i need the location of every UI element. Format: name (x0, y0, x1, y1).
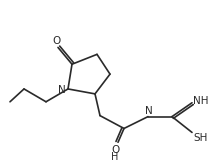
Text: SH: SH (194, 133, 208, 143)
Text: H: H (111, 152, 119, 162)
Text: NH: NH (193, 96, 209, 106)
Text: O: O (52, 36, 60, 45)
Text: O: O (111, 145, 119, 155)
Text: N: N (145, 106, 153, 116)
Text: N: N (58, 85, 66, 95)
